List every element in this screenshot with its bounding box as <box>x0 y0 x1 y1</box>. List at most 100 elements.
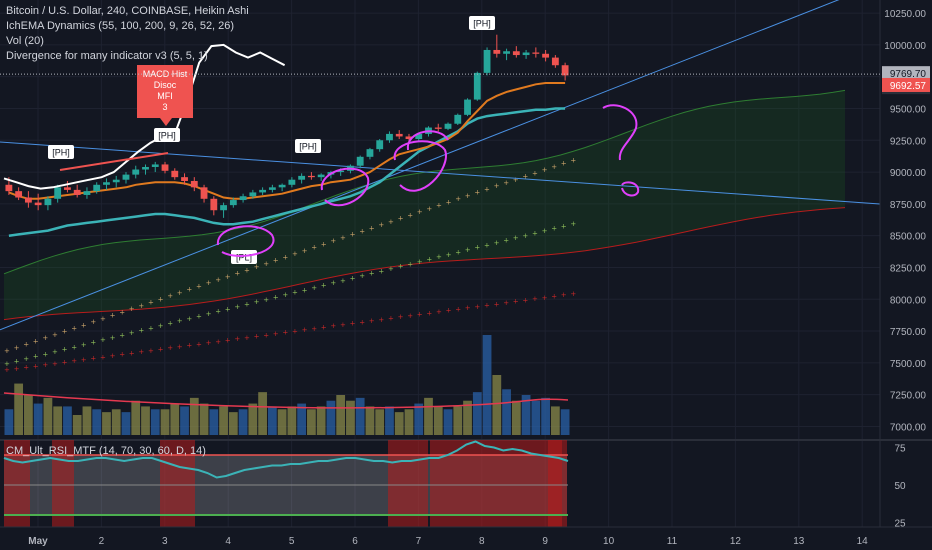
candle-body <box>151 164 159 167</box>
volume-bar <box>531 400 541 435</box>
ph-label: [PH] <box>469 16 495 30</box>
candle-body <box>200 187 208 199</box>
ema-dot-marker: + <box>484 241 490 249</box>
volume-bar <box>375 409 385 435</box>
volume-bar <box>72 415 82 435</box>
ema-dot-marker: + <box>465 192 471 200</box>
ema-dot-marker: + <box>321 324 327 332</box>
time-tick-label: 6 <box>352 536 358 547</box>
ema-dot-marker: + <box>225 336 231 344</box>
volume-bar <box>248 403 258 435</box>
ema-dot-marker: + <box>4 366 10 374</box>
ema-dot-marker: + <box>359 272 365 280</box>
volume-bar <box>24 395 33 435</box>
ema-dot-marker: + <box>302 286 308 294</box>
ema-dot-marker: + <box>302 326 308 334</box>
pink-circle-mark <box>393 140 447 192</box>
ema-dot-marker: + <box>446 198 452 206</box>
ema-dot-marker: + <box>167 292 173 300</box>
ema-dot-marker: + <box>513 298 519 306</box>
candle-body <box>307 175 315 178</box>
volume-bar <box>355 397 365 435</box>
ph-label-box <box>469 16 495 30</box>
legend-symbol-title: Bitcoin / U.S. Dollar, 240, COINBASE, He… <box>6 5 249 17</box>
ema-dot-marker: + <box>244 266 250 274</box>
ema-dot-marker: + <box>378 316 384 324</box>
ema-dot-marker: + <box>81 341 87 349</box>
ema-dot-marker: + <box>340 321 346 329</box>
ema-dot-marker: + <box>455 305 461 313</box>
ema-dot-marker: + <box>263 331 269 339</box>
ema-dot-marker: + <box>465 304 471 312</box>
candle-body <box>454 114 462 124</box>
ema-dot-marker: + <box>62 328 68 336</box>
candle-body <box>434 127 442 129</box>
volume-bar <box>102 412 111 435</box>
ema-dot-marker: + <box>52 348 58 356</box>
ema-dot-marker: + <box>158 322 164 330</box>
ema-dot-marker: + <box>321 282 327 290</box>
volume-bar <box>141 406 150 435</box>
ema-dot-marker: + <box>436 308 442 316</box>
ema-dot-marker: + <box>426 256 432 264</box>
ema-dot-marker: + <box>359 227 365 235</box>
rsi-legend: CM_Ult_RSI_MTF (14, 70, 30, 60, D, 14) <box>6 445 206 457</box>
time-tick-label: 9 <box>542 536 548 547</box>
ema-dot-marker: + <box>570 290 576 298</box>
ema-dot-marker: + <box>522 173 528 181</box>
ema-dot-marker: + <box>100 336 106 344</box>
ema-dot-marker: + <box>378 221 384 229</box>
ema-dot-marker: + <box>513 234 519 242</box>
ema-dot-marker: + <box>81 356 87 364</box>
volume-bar <box>541 397 550 435</box>
volume-bar <box>92 409 102 435</box>
ema-dot-marker: + <box>359 318 365 326</box>
ema-dot-marker: + <box>302 247 308 255</box>
ema-dot-marker: + <box>494 300 500 308</box>
ema-dot-marker: + <box>455 195 461 203</box>
candle-body <box>503 51 510 54</box>
ema-dot-marker: + <box>177 289 183 297</box>
pink-circle-mark <box>621 181 640 197</box>
ema-dot-marker: + <box>167 344 173 352</box>
ph-label-text: [PH] <box>52 148 70 158</box>
ema-dot-marker: + <box>206 339 212 347</box>
volume-bar <box>492 375 502 435</box>
volume-bar <box>472 392 482 435</box>
volume-bar <box>511 400 521 435</box>
ema-dot-marker: + <box>110 312 116 320</box>
ema-dot-marker: + <box>4 360 10 368</box>
ema-dot-marker: + <box>292 289 298 297</box>
volume-ma-line <box>3 392 569 409</box>
ema-dot-marker: + <box>551 292 557 300</box>
volume-bar <box>33 403 43 435</box>
ema-dot-marker: + <box>330 279 336 287</box>
ema-dot-marker: + <box>330 237 336 245</box>
ema-dot-marker: + <box>138 327 144 335</box>
last-price-tag <box>882 66 930 81</box>
ema-dot-marker: + <box>263 296 269 304</box>
ema-dot-marker: + <box>254 333 260 341</box>
volume-bar <box>326 400 336 435</box>
time-tick-label: 10 <box>603 536 615 547</box>
time-tick-label: 2 <box>99 536 105 547</box>
ema-dot-marker: + <box>513 176 519 184</box>
pl-label: [PL] <box>231 250 257 264</box>
price-tick-label: 8750.00 <box>890 200 927 211</box>
ema-dot-marker: + <box>551 225 557 233</box>
candle-body <box>93 184 101 192</box>
ema-dot-marker: + <box>388 314 394 322</box>
volume-bar <box>297 403 307 435</box>
candle-body <box>278 184 286 188</box>
volume-bar <box>14 383 24 435</box>
ema-dot-marker: + <box>522 296 528 304</box>
time-axis-bg <box>0 527 932 550</box>
candle-body <box>473 72 481 100</box>
ema-dot-marker: + <box>52 360 58 368</box>
ema-dot-marker: + <box>33 353 39 361</box>
ema-dot-marker: + <box>350 231 356 239</box>
ph-label-text: [PH] <box>299 142 317 152</box>
ema-dot-marker: + <box>244 301 250 309</box>
ema-dot-marker: + <box>369 317 375 325</box>
